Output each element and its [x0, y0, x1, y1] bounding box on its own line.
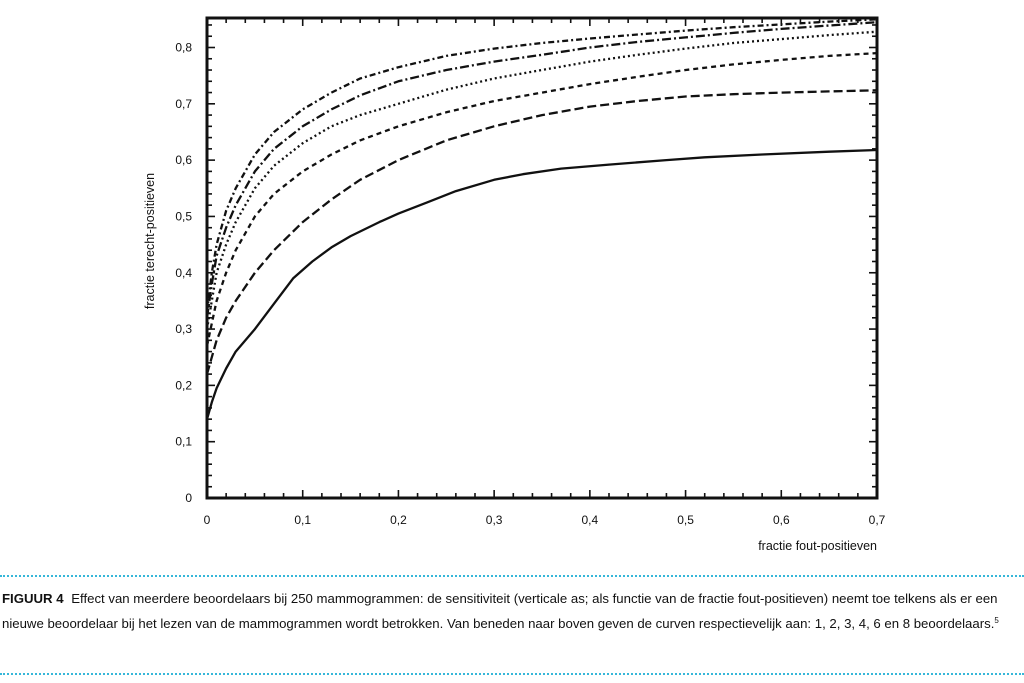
y-tick-label: 0,1	[175, 435, 192, 449]
x-tick-label: 0,6	[773, 513, 790, 527]
y-tick-label: 0	[185, 491, 192, 505]
plot-frame	[205, 16, 879, 500]
y-tick-label: 0,6	[175, 153, 192, 167]
caption-text: Effect van meerdere beoordelaars bij 250…	[2, 591, 998, 631]
x-axis-title: fractie fout-positieven	[758, 539, 877, 553]
x-tick-label: 0,5	[677, 513, 694, 527]
x-tick-label: 0,7	[869, 513, 886, 527]
x-tick-label: 0,3	[486, 513, 503, 527]
plot-area: 0 0,1 0,2 0,3 0,4 0,5 0,6 0,7 0 0,1 0,2 0,3 0,4 0,5 0,…	[175, 16, 886, 527]
x-tick-label: 0,4	[582, 513, 599, 527]
series-line-3	[207, 51, 877, 347]
y-tick-label: 0,8	[175, 41, 192, 55]
figure-caption: FIGUUR 4 Effect van meerdere beoordelaar…	[2, 588, 1020, 635]
series-line-5	[207, 21, 877, 318]
roc-chart: 0 0,1 0,2 0,3 0,4 0,5 0,6 0,7 0 0,1 0,2 0,3 0,4 0,5 0,…	[143, 16, 886, 553]
x-tick-label: 0,1	[294, 513, 311, 527]
caption-top-rule	[0, 575, 1024, 577]
y-tick-label: 0,2	[175, 378, 192, 392]
y-tick-label: 0,5	[175, 209, 192, 223]
series-line-4	[207, 30, 877, 330]
caption-footnote: 5	[994, 616, 999, 625]
series-line-2	[207, 89, 877, 375]
y-tick-label: 0,4	[175, 266, 192, 280]
y-tick-label: 0,3	[175, 322, 192, 336]
y-axis-title: fractie terecht-positieven	[143, 173, 157, 309]
series-line-6	[207, 18, 877, 313]
series-line-1	[207, 148, 877, 420]
caption-bottom-rule	[0, 673, 1024, 675]
figure-label: FIGUUR 4	[2, 591, 64, 606]
x-tick-label: 0	[204, 513, 211, 527]
y-tick-label: 0,7	[175, 97, 192, 111]
x-tick-label: 0,2	[390, 513, 407, 527]
